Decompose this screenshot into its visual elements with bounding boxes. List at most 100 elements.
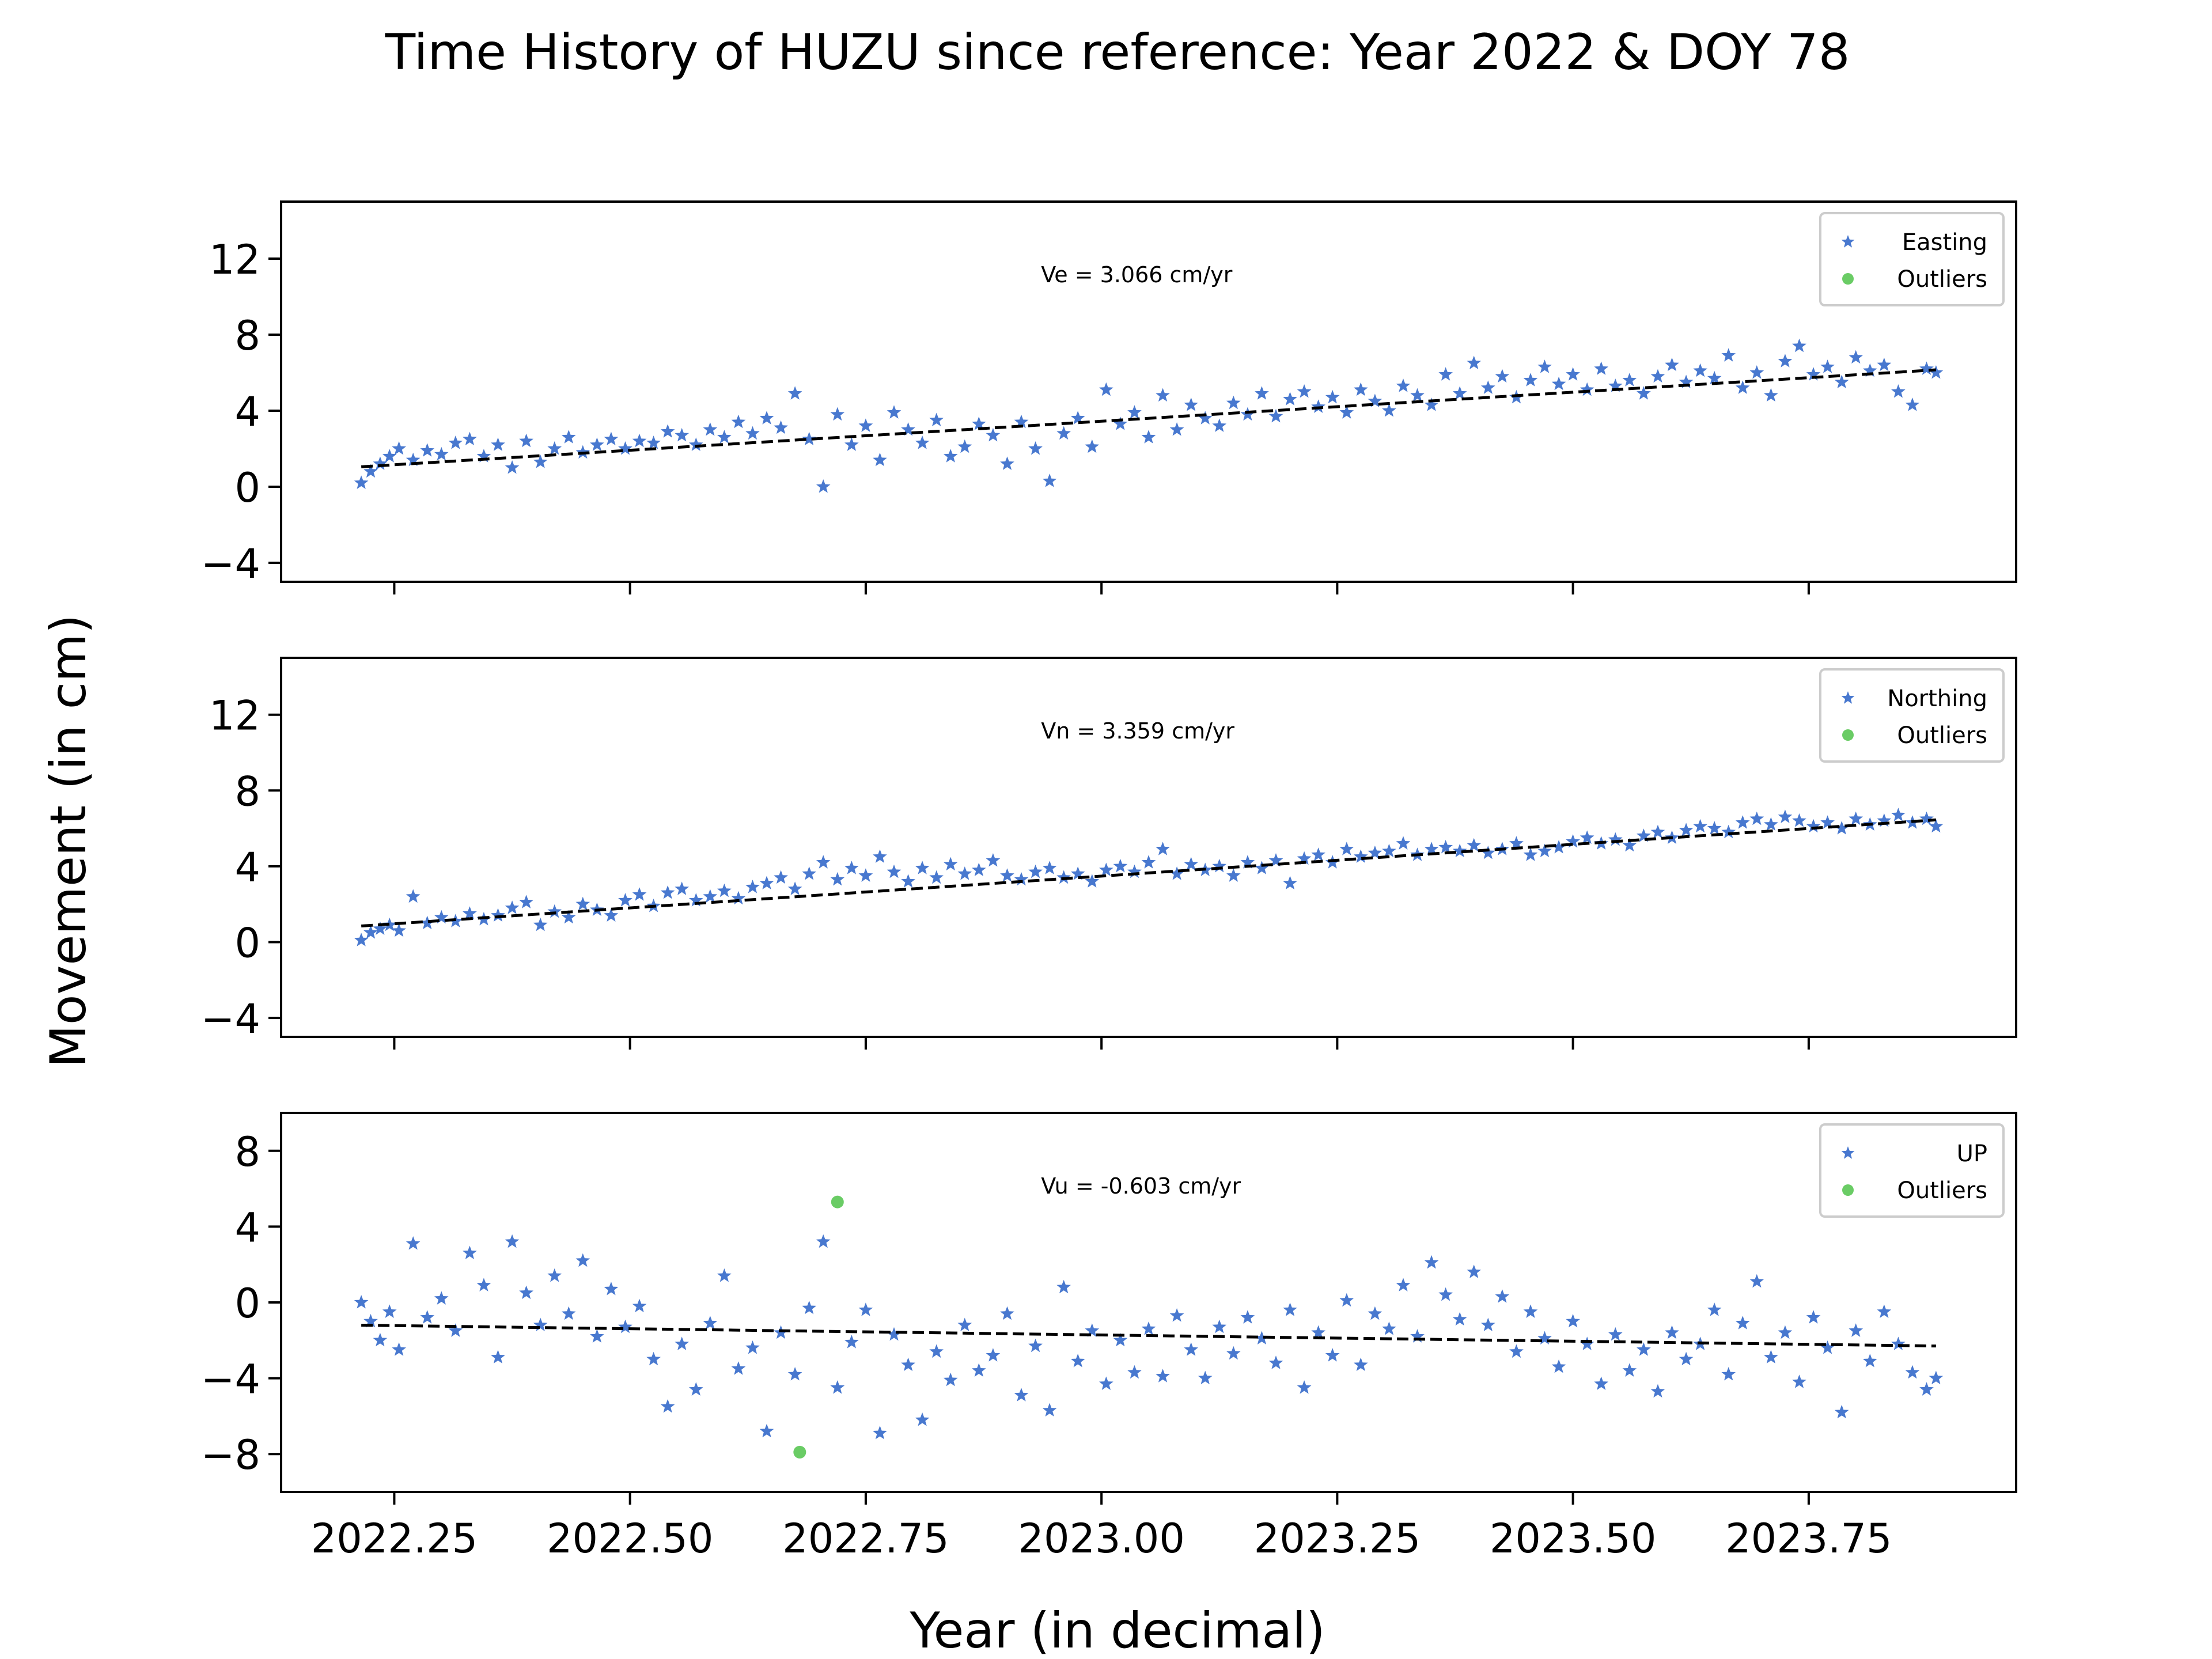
data-point — [1551, 1359, 1566, 1373]
data-point — [533, 917, 548, 931]
data-point — [1608, 378, 1623, 392]
data-point — [972, 416, 986, 430]
data-point — [561, 910, 576, 924]
data-point — [382, 1304, 397, 1318]
data-point — [1198, 1370, 1213, 1385]
data-point — [1735, 815, 1750, 829]
data-point — [547, 904, 562, 918]
data-point — [1749, 811, 1764, 825]
data-point — [1452, 843, 1467, 858]
data-point — [1820, 359, 1835, 373]
y-tick-label: 12 — [209, 692, 260, 740]
data-point — [1537, 1331, 1552, 1344]
data-point — [1849, 1323, 1863, 1337]
data-point — [491, 1350, 505, 1363]
data-point — [1834, 821, 1849, 835]
data-point — [858, 1302, 873, 1316]
data-point — [533, 1317, 548, 1331]
data-point — [844, 437, 859, 451]
data-point — [1820, 815, 1835, 829]
legend — [1819, 1123, 2005, 1218]
data-point — [1778, 809, 1793, 823]
data-point — [1566, 834, 1580, 848]
data-point — [717, 430, 732, 444]
data-point — [972, 862, 986, 876]
data-point — [1368, 393, 1382, 407]
data-point — [1594, 1376, 1609, 1390]
data-point — [1523, 373, 1538, 387]
data-point — [1891, 384, 1906, 398]
data-point — [1000, 456, 1014, 470]
data-point — [986, 1348, 1001, 1362]
data-point — [901, 422, 915, 436]
data-point — [1580, 382, 1594, 396]
data-point — [943, 857, 958, 871]
trend-line — [361, 818, 1937, 928]
data-point — [1141, 855, 1156, 869]
data-point — [830, 407, 845, 421]
data-point — [787, 386, 802, 400]
data-point — [1156, 842, 1170, 855]
data-point — [1438, 367, 1453, 381]
data-point — [1778, 1325, 1793, 1339]
data-point — [1169, 866, 1184, 880]
data-point — [1212, 1319, 1227, 1334]
data-point — [1070, 411, 1085, 425]
data-point — [590, 1329, 604, 1343]
data-point — [1070, 1354, 1085, 1368]
data-point — [1495, 1289, 1510, 1303]
data-point — [1311, 1325, 1325, 1339]
data-point — [1665, 357, 1679, 372]
data-point — [1467, 1264, 1482, 1278]
data-point — [957, 439, 972, 453]
data-point — [1014, 872, 1029, 886]
legend-marker — [1842, 1184, 1854, 1196]
data-point — [618, 441, 632, 455]
data-point — [354, 933, 369, 946]
data-point — [1056, 870, 1071, 884]
data-point — [1764, 1350, 1778, 1363]
data-point — [1382, 403, 1396, 417]
data-point — [1919, 811, 1934, 825]
data-point — [731, 1361, 746, 1375]
subplot-up: −8 −4 0 4 8 2022.25 2022.50 2022.75 2023.00 2023.… — [201, 1112, 2017, 1562]
data-point — [887, 864, 902, 878]
data-point — [688, 437, 703, 451]
data-point — [1226, 1346, 1241, 1360]
data-point — [1679, 1351, 1694, 1366]
data-point — [1665, 1325, 1679, 1339]
data-point — [1905, 1365, 1920, 1379]
data-point — [802, 1300, 817, 1315]
data-point — [717, 883, 732, 897]
data-point — [1212, 418, 1227, 432]
velocity-annotation: Ve = 3.066 cm/yr — [1041, 262, 1232, 287]
data-point — [1452, 386, 1467, 400]
data-point — [873, 452, 887, 467]
data-point — [844, 1335, 859, 1349]
data-point — [816, 479, 831, 493]
data-point — [887, 1327, 902, 1341]
data-point — [1919, 1382, 1934, 1396]
data-point — [448, 435, 463, 449]
y-tick-label: 8 — [234, 768, 260, 815]
data-point — [1929, 1370, 1944, 1385]
data-point — [1467, 838, 1482, 852]
data-point — [1042, 861, 1057, 874]
data-point — [1113, 416, 1128, 430]
data-point — [688, 893, 703, 907]
data-point — [675, 427, 690, 442]
data-point — [1240, 407, 1255, 421]
data-point — [1792, 1374, 1806, 1388]
data-point — [363, 1313, 378, 1328]
data-point — [816, 855, 831, 869]
data-point — [703, 1316, 718, 1330]
data-point — [1693, 819, 1707, 833]
axes-frame — [280, 657, 2017, 1038]
data-point — [476, 449, 491, 463]
data-point — [1905, 397, 1920, 411]
data-point — [1792, 338, 1806, 353]
data-point — [1396, 378, 1411, 392]
data-point — [901, 874, 915, 888]
data-point — [1028, 441, 1043, 455]
